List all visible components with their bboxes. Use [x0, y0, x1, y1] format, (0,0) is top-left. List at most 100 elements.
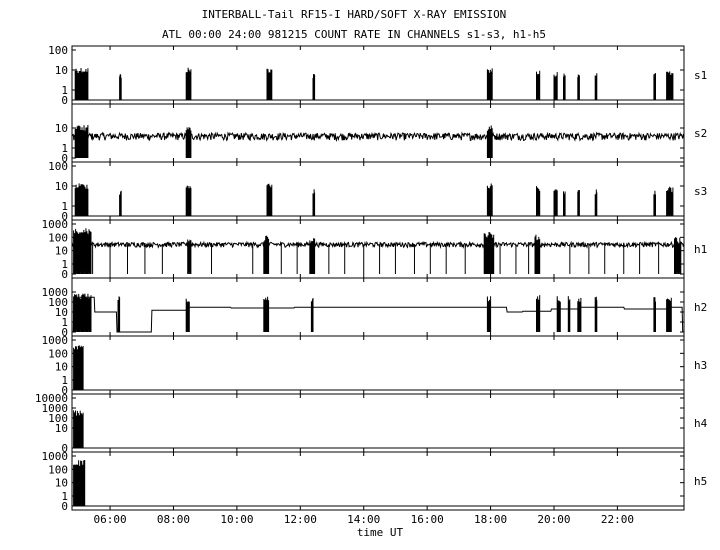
- y-tick-label: 100: [48, 231, 68, 244]
- burst-mark: [266, 68, 273, 101]
- y-tick-label: 10000: [35, 392, 68, 405]
- burst-mark: [486, 296, 492, 333]
- y-tick-label: 0: [61, 94, 68, 107]
- x-tick-label: 06:00: [93, 513, 126, 526]
- y-tick-label: 10: [55, 306, 68, 319]
- burst-mark: [74, 183, 89, 217]
- burst-mark: [486, 183, 493, 217]
- channel-label: h4: [694, 417, 708, 430]
- channel-label: s3: [694, 185, 707, 198]
- burst-mark: [117, 296, 121, 333]
- y-tick-label: 10: [55, 361, 68, 374]
- series-trace: [71, 240, 685, 250]
- burst-mark: [119, 190, 122, 217]
- burst-mark: [263, 235, 270, 275]
- burst-mark: [312, 73, 316, 101]
- burst-mark: [553, 189, 558, 217]
- x-tick-label: 22:00: [601, 513, 634, 526]
- burst-mark: [74, 125, 89, 159]
- burst-mark: [536, 295, 541, 333]
- y-tick-label: 10: [55, 245, 68, 258]
- channel-label: h3: [694, 359, 707, 372]
- series-trace: [72, 296, 684, 333]
- y-tick-label: 0: [61, 326, 68, 339]
- burst-mark: [185, 67, 192, 101]
- burst-mark: [653, 297, 656, 333]
- burst-mark: [553, 72, 558, 101]
- burst-mark: [266, 183, 273, 217]
- panel-frame: [71, 219, 685, 279]
- panel-s2: 10 10 s2: [55, 103, 707, 165]
- x-tick-label: 14:00: [347, 513, 380, 526]
- x-tick-label: 08:00: [157, 513, 190, 526]
- burst-mark: [594, 296, 598, 333]
- burst-mark: [653, 190, 656, 217]
- x-tick-label: 20:00: [537, 513, 570, 526]
- y-tick-label: 0: [61, 268, 68, 281]
- series-trace: [71, 131, 685, 143]
- y-tick-label: 100: [48, 463, 68, 476]
- y-tick-label: 1: [61, 142, 68, 155]
- y-tick-label: 1: [61, 316, 68, 329]
- burst-mark: [666, 71, 674, 101]
- y-tick-label: 0: [61, 384, 68, 397]
- burst-mark: [310, 298, 314, 333]
- burst-mark: [185, 185, 192, 217]
- y-tick-label: 0: [61, 500, 68, 513]
- y-tick-label: 100: [48, 160, 68, 173]
- y-tick-label: 10: [55, 122, 68, 135]
- y-tick-label: 1: [61, 84, 68, 97]
- y-tick-label: 1000: [42, 402, 69, 415]
- burst-mark: [73, 460, 86, 507]
- burst-mark: [185, 298, 190, 333]
- y-tick-label: 0: [61, 442, 68, 455]
- panels-group: 1001010s11010s21001010s310001001010h1100…: [35, 44, 708, 513]
- burst-mark: [594, 73, 598, 101]
- burst-mark: [187, 239, 192, 275]
- x-axis: 06:00 08:00 10:00 12:00 14:00 16:00 18:00 20:00…: [93, 513, 633, 526]
- x-tick-label: 10:00: [220, 513, 253, 526]
- burst-mark: [119, 74, 122, 101]
- burst-mark: [666, 297, 672, 333]
- panel-frame: [71, 335, 685, 395]
- burst-mark: [73, 228, 92, 275]
- burst-mark: [563, 73, 566, 101]
- y-tick-label: 10: [55, 180, 68, 193]
- burst-mark: [577, 190, 580, 217]
- burst-mark: [536, 186, 541, 217]
- chart-subtitle: ATL 00:00 24:00 981215 COUNT RATE IN CHA…: [162, 28, 546, 41]
- burst-mark: [563, 191, 566, 217]
- burst-mark: [666, 186, 674, 217]
- channel-label: h5: [694, 475, 707, 488]
- panel-s3: 100 10 10 s3: [48, 160, 707, 223]
- y-tick-label: 1: [61, 200, 68, 213]
- burst-mark: [653, 73, 656, 101]
- y-tick-label: 1000: [42, 334, 69, 347]
- burst-mark: [309, 238, 316, 275]
- burst-mark: [312, 189, 316, 217]
- y-tick-label: 1: [61, 374, 68, 387]
- burst-mark: [594, 189, 598, 217]
- y-tick-label: 100: [48, 347, 68, 360]
- burst-mark: [577, 74, 580, 101]
- channel-label: s1: [694, 69, 707, 82]
- x-tick-label: 12:00: [284, 513, 317, 526]
- burst-mark: [556, 296, 561, 333]
- y-tick-label: 1000: [42, 286, 69, 299]
- panel-s1: 100 10 10 s1: [48, 44, 707, 107]
- burst-mark: [536, 70, 541, 101]
- panel-frame: [71, 393, 685, 453]
- y-tick-label: 10: [55, 477, 68, 490]
- chart-title: INTERBALL-Tail RF15-I HARD/SOFT X-RAY EM…: [202, 8, 507, 21]
- channel-label: h2: [694, 301, 707, 314]
- burst-mark: [483, 231, 495, 275]
- y-tick-label: 100: [48, 44, 68, 57]
- burst-mark: [486, 68, 493, 101]
- y-tick-label: 10: [55, 422, 68, 435]
- burst-mark: [534, 234, 541, 275]
